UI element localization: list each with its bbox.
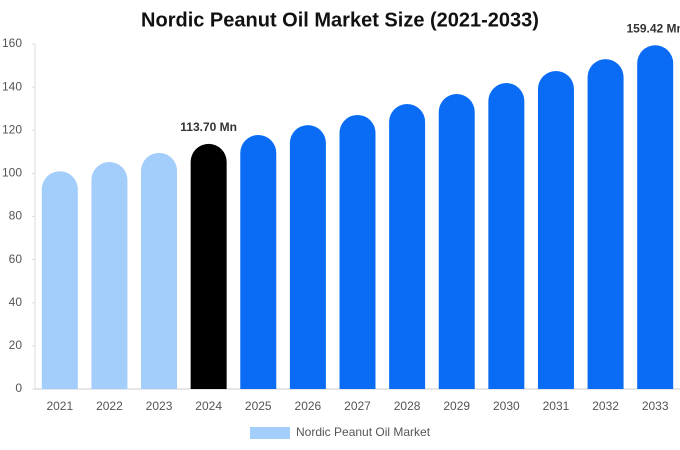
y-tick-label: 40: [9, 295, 23, 309]
bar: [190, 143, 227, 389]
y-tick-label: 160: [2, 36, 22, 50]
bar: [587, 59, 624, 389]
bar: [637, 45, 674, 390]
bar: [488, 83, 525, 389]
x-tick-label: 2032: [592, 399, 619, 413]
x-tick-label: 2027: [344, 399, 371, 413]
x-tick-label: 2028: [394, 399, 421, 413]
x-tick-label: 2024: [195, 399, 222, 413]
y-tick-label: 80: [9, 209, 23, 223]
x-tick-label: 2023: [146, 399, 173, 413]
value-label: 159.42 Mn: [627, 21, 680, 35]
legend-swatch: [250, 427, 290, 439]
bar: [537, 70, 574, 389]
y-tick-label: 60: [9, 252, 23, 266]
x-tick-label: 2030: [493, 399, 520, 413]
chart-title: Nordic Peanut Oil Market Size (2021-2033…: [141, 9, 539, 31]
x-tick-label: 2033: [642, 399, 669, 413]
y-tick-label: 100: [2, 166, 22, 180]
bar: [141, 152, 178, 389]
x-tick-label: 2026: [295, 399, 322, 413]
bar: [91, 161, 128, 389]
y-tick-label: 120: [2, 122, 22, 136]
y-tick-label: 0: [15, 381, 22, 395]
bar: [240, 134, 277, 389]
bar: [289, 125, 326, 389]
bar: [438, 94, 475, 390]
bar: [41, 171, 78, 389]
legend-label: Nordic Peanut Oil Market: [296, 425, 431, 439]
value-label: 113.70 Mn: [180, 120, 237, 134]
x-tick-label: 2022: [96, 399, 123, 413]
x-tick-label: 2031: [543, 399, 570, 413]
x-tick-label: 2021: [46, 399, 73, 413]
y-tick-label: 20: [9, 338, 23, 352]
x-tick-label: 2029: [443, 399, 470, 413]
bar: [339, 114, 376, 390]
x-tick-label: 2025: [245, 399, 272, 413]
bar: [389, 103, 426, 389]
y-tick-label: 140: [2, 79, 22, 93]
